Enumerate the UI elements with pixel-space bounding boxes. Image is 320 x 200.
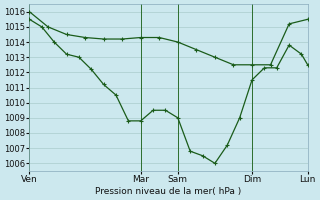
X-axis label: Pression niveau de la mer( hPa ): Pression niveau de la mer( hPa ) [95,187,242,196]
